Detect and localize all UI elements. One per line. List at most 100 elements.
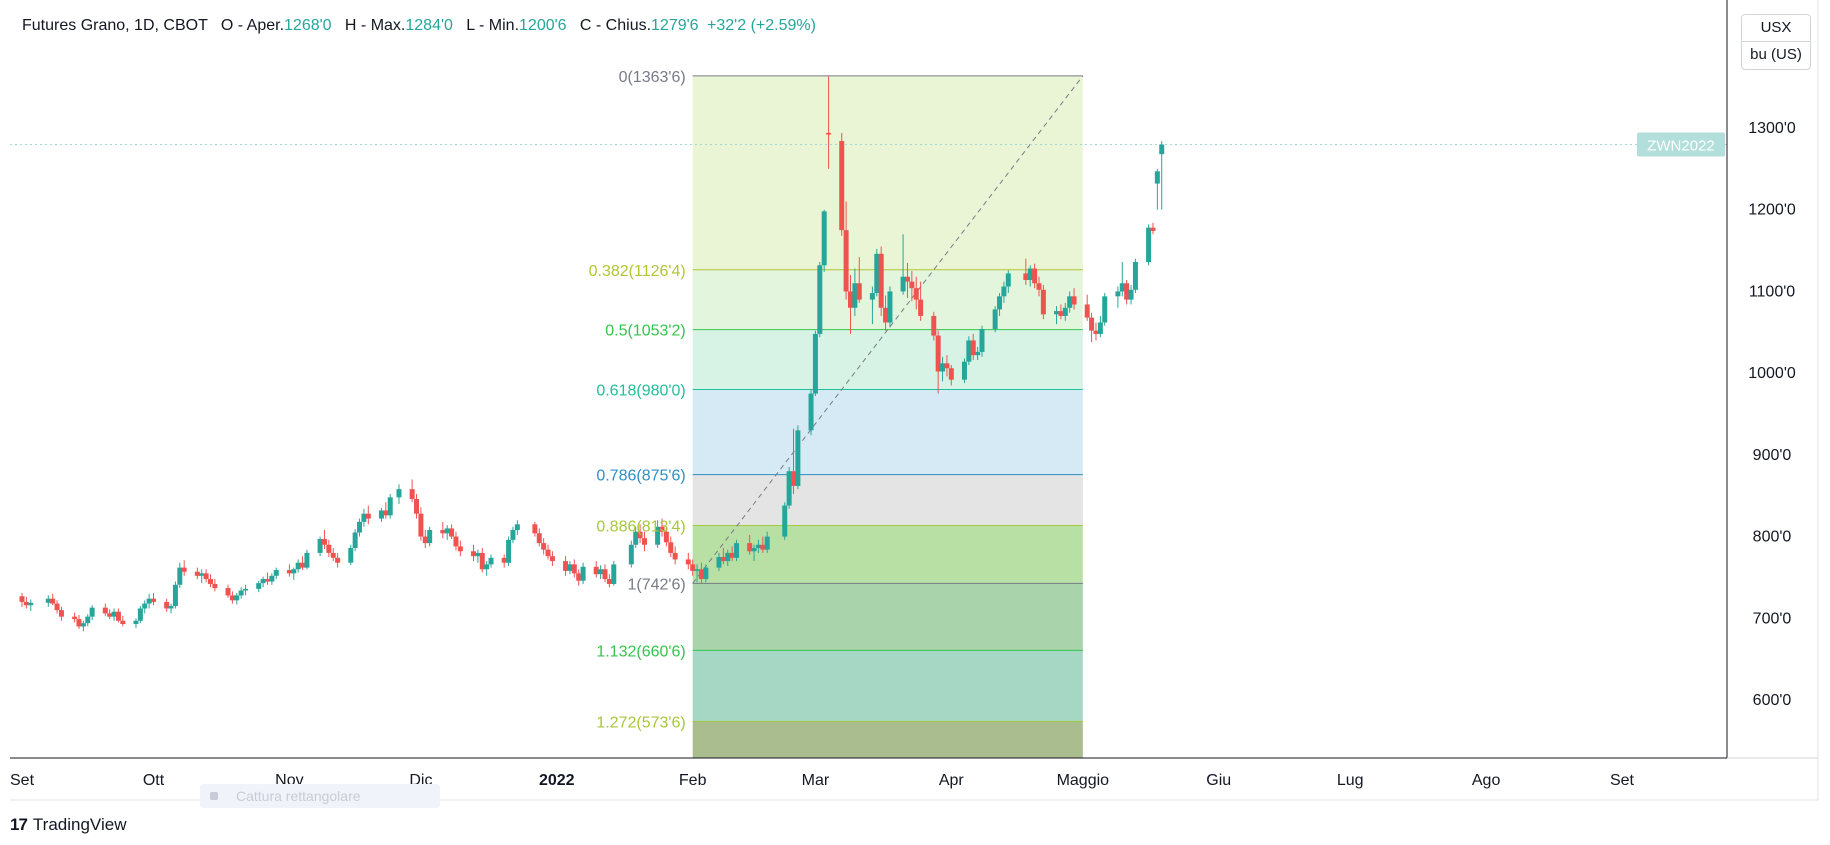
candle — [50, 593, 56, 606]
candle-body — [225, 588, 231, 596]
candle-body — [102, 607, 108, 614]
y-tick-label: 800'0 — [1753, 529, 1792, 546]
candle-body — [1102, 296, 1108, 323]
open-label: O - Aper. — [220, 17, 285, 34]
fib-zone — [692, 389, 1083, 475]
candle — [501, 554, 507, 568]
candle — [164, 598, 170, 612]
candle-body — [918, 299, 924, 316]
candle-body — [904, 276, 910, 282]
candle-body — [1054, 311, 1060, 315]
candle — [330, 548, 336, 562]
candle-body — [931, 315, 937, 336]
candle-body — [409, 489, 415, 499]
candle-body — [76, 619, 82, 627]
candle — [580, 562, 586, 584]
candle-body — [378, 510, 384, 519]
candle-body — [475, 552, 481, 557]
candle — [273, 567, 279, 580]
candle — [427, 526, 433, 547]
candle — [1036, 276, 1042, 297]
candle — [177, 562, 183, 589]
candle-body — [422, 536, 428, 544]
candle — [1146, 224, 1152, 266]
candle-body — [751, 548, 757, 552]
candle — [1089, 312, 1095, 343]
fib-trend-line[interactable] — [692, 75, 1084, 584]
candle — [418, 507, 424, 541]
candle — [637, 524, 643, 544]
candle — [598, 565, 604, 580]
candle — [89, 605, 95, 620]
candle — [146, 593, 152, 609]
candle-body — [883, 307, 889, 323]
x-tick-label: Giu — [1206, 772, 1231, 789]
candle-body — [164, 601, 170, 609]
candle — [151, 592, 157, 606]
candle — [734, 539, 740, 562]
candle-body — [85, 616, 91, 624]
candle-body — [948, 368, 954, 380]
y-tick-label: 1300'0 — [1748, 120, 1796, 137]
candle — [1005, 270, 1011, 294]
candle — [28, 599, 34, 611]
tradingview-brand[interactable]: 17 TradingView — [10, 815, 126, 835]
currency-unit-button[interactable]: USX bu (US) — [1741, 14, 1811, 70]
candle — [904, 262, 910, 298]
fib-retracement[interactable] — [692, 75, 1084, 758]
candle-body — [484, 564, 490, 570]
symbol-title: Futures Grano, 1D, CBOT — [22, 17, 208, 34]
candle-body — [1005, 273, 1011, 287]
candle — [264, 572, 270, 585]
candle — [826, 76, 832, 169]
y-tick-label: 700'0 — [1753, 610, 1792, 627]
candle — [484, 561, 490, 576]
candle — [795, 425, 801, 490]
candle-body — [177, 567, 183, 585]
candle-body — [72, 616, 78, 620]
candle-body — [887, 291, 893, 323]
candle — [690, 559, 696, 576]
candle-body — [146, 598, 152, 604]
candle — [940, 356, 946, 382]
candle-body — [747, 543, 753, 552]
candle-body — [396, 489, 402, 498]
candle-body — [1089, 317, 1095, 331]
candle-body — [1027, 268, 1033, 280]
x-axis-ticks[interactable]: Set Ott Nov Dic 2022 Feb Mar Apr Maggio Giu Lug Ago… — [10, 772, 1635, 789]
candle-body — [317, 539, 323, 553]
candle — [352, 529, 358, 552]
candle — [992, 306, 998, 333]
low-label: L - Min. — [466, 17, 520, 34]
candle — [961, 358, 967, 383]
candle — [168, 603, 174, 614]
candle-body — [1119, 283, 1125, 292]
candle-body — [1071, 296, 1077, 305]
candle — [549, 551, 555, 566]
y-axis-ticks[interactable]: 1300'0 1200'0 1100'0 1000'0 900'0 800'0 700'0 6… — [1748, 120, 1796, 709]
candle-body — [878, 253, 884, 308]
candle — [532, 521, 538, 537]
candle — [576, 569, 582, 586]
candle — [137, 606, 143, 624]
candle — [935, 330, 941, 394]
fib-level-label: 0.5(1053'2) — [605, 323, 685, 340]
candle-body — [580, 566, 586, 581]
candle — [72, 612, 78, 623]
candle-body — [45, 598, 51, 603]
candle-body — [115, 611, 121, 621]
candle — [225, 584, 231, 598]
candle-body — [549, 556, 555, 562]
fib-zone — [692, 721, 1083, 758]
candle-body — [940, 363, 946, 372]
candle-body — [1146, 227, 1152, 263]
candle-body — [764, 536, 770, 550]
candle-body — [256, 583, 262, 589]
candle-body — [536, 533, 542, 544]
high-label: H - Max. — [344, 17, 406, 34]
candle — [997, 293, 1003, 316]
candle-body — [755, 544, 761, 549]
candle-body — [782, 505, 788, 537]
unit-separator — [1742, 41, 1810, 42]
